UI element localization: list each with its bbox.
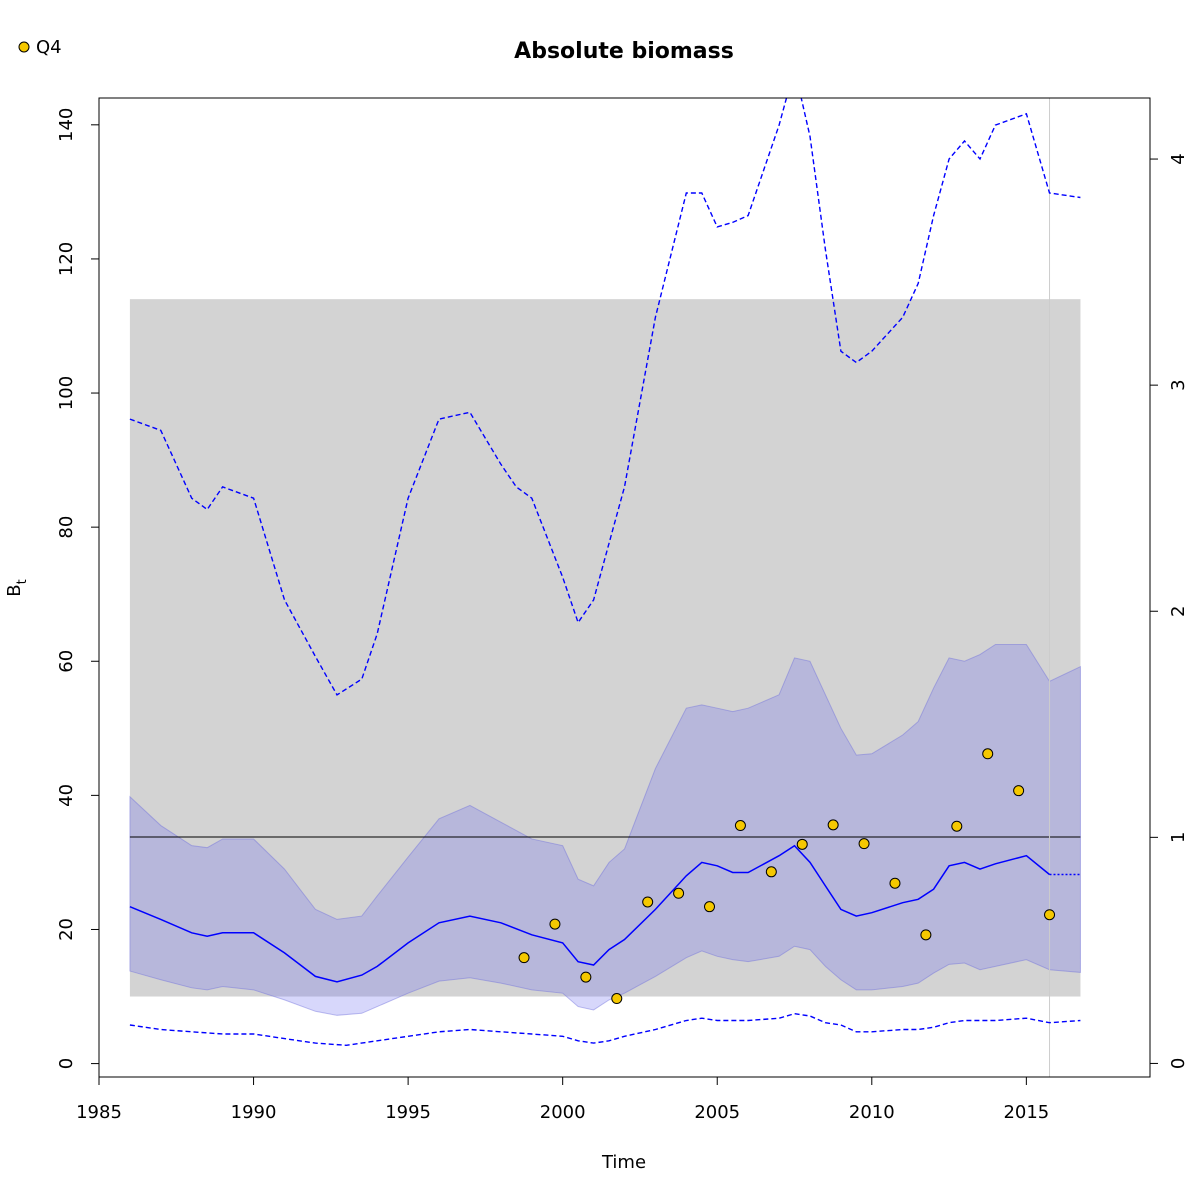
y-tick-label: 100 <box>56 376 77 410</box>
y-axis-title-main: B <box>4 584 25 596</box>
biomass-estimate-line <box>129 844 1050 983</box>
legend: Q4 <box>18 37 62 58</box>
y2-tick-label: 2 <box>1168 606 1189 617</box>
q4-point <box>951 820 963 832</box>
q4-point <box>642 896 654 908</box>
x-tick-label: 1990 <box>231 1102 277 1123</box>
x-tick-label: 2005 <box>694 1102 740 1123</box>
q4-point <box>765 866 777 878</box>
q4-point <box>704 901 716 913</box>
q4-point <box>611 993 623 1005</box>
y2-axis-right: 0 1 2 3 4 <box>1150 153 1189 1069</box>
x-axis-title: Time <box>601 1152 646 1173</box>
y-tick-label: 80 <box>56 516 77 539</box>
x-axis: 1985 1990 1995 2000 2005 2010 2015 <box>76 1076 1049 1123</box>
y-axis-title: Bt <box>4 579 30 596</box>
y-tick-label-group: 80 <box>56 516 77 539</box>
q4-point <box>827 819 839 831</box>
y-tick-label-group: 20 <box>56 918 77 941</box>
y2-tick-label-group: 1 <box>1168 832 1189 843</box>
y2-tick-label: 0 <box>1168 1058 1189 1069</box>
q4-point <box>673 887 685 899</box>
legend-q4-marker <box>18 41 30 53</box>
y-axis: 0 20 40 60 80 100 120 140 <box>56 108 99 1069</box>
x-tick-label: 2010 <box>849 1102 895 1123</box>
x-tick-label: 1985 <box>76 1102 122 1123</box>
y2-tick-label: 3 <box>1168 379 1189 390</box>
plot-area <box>129 98 1081 1077</box>
upper-dashed-line <box>129 98 1081 696</box>
y-tick-label: 0 <box>56 1058 77 1069</box>
y-axis-title-group: Bt <box>4 579 30 596</box>
x-tick-label: 1995 <box>385 1102 431 1123</box>
y-tick-label: 140 <box>56 108 77 142</box>
q4-point <box>889 877 901 889</box>
y-tick-label-group: 140 <box>56 108 77 142</box>
y2-tick-label-group: 3 <box>1168 379 1189 390</box>
y-tick-label-group: 60 <box>56 650 77 673</box>
y2-tick-label-group: 4 <box>1168 153 1189 164</box>
x-tick-label: 2000 <box>540 1102 586 1123</box>
chart-title: Absolute biomass <box>514 39 734 64</box>
y-tick-label-group: 120 <box>56 242 77 276</box>
y-tick-label: 60 <box>56 650 77 673</box>
y-axis-title-subscript: t <box>15 579 30 584</box>
y-tick-label: 40 <box>56 784 77 807</box>
q4-point <box>1013 785 1025 797</box>
y-tick-label: 120 <box>56 242 77 276</box>
legend-q4-label: Q4 <box>36 37 62 58</box>
lower-dashed-line <box>129 1012 1081 1047</box>
q4-point <box>518 952 530 964</box>
q4-point <box>796 838 808 850</box>
reference-band <box>129 299 1081 997</box>
q4-point <box>549 918 561 930</box>
q4-point <box>580 971 592 983</box>
q4-point <box>734 820 746 832</box>
confidence-band <box>129 643 1081 1016</box>
x-tick-label: 2015 <box>1003 1102 1049 1123</box>
y2-tick-label-group: 2 <box>1168 606 1189 617</box>
q4-point <box>920 929 932 941</box>
q4-point <box>858 838 870 850</box>
y2-tick-label: 4 <box>1168 153 1189 164</box>
y2-tick-label: 1 <box>1168 832 1189 843</box>
y-tick-label: 20 <box>56 918 77 941</box>
q4-point <box>1044 909 1056 921</box>
y2-tick-label-group: 0 <box>1168 1058 1189 1069</box>
y-tick-label-group: 100 <box>56 376 77 410</box>
y-tick-label-group: 40 <box>56 784 77 807</box>
q4-point <box>982 748 994 760</box>
y-tick-label-group: 0 <box>56 1058 77 1069</box>
